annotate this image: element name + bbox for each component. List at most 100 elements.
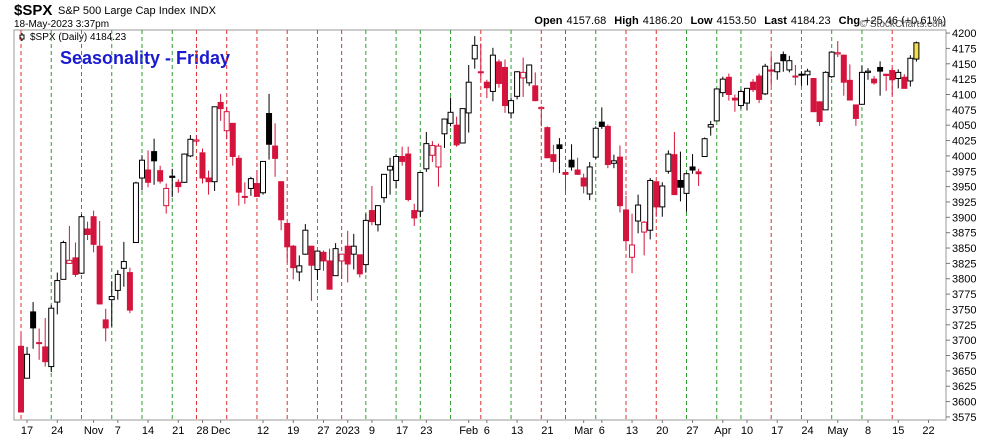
y-tick-label: 4125	[952, 74, 976, 86]
quote-label: Chg	[839, 15, 860, 27]
plot-frame	[13, 29, 947, 421]
y-tick-label: 3875	[952, 228, 976, 240]
candle-body	[139, 159, 145, 179]
candle-body	[30, 311, 37, 329]
candle-body	[381, 173, 387, 199]
candle-body	[604, 125, 611, 166]
candle-body	[532, 85, 539, 102]
candle-body	[580, 177, 587, 187]
x-tick-label: 24	[801, 425, 813, 437]
candle-body	[701, 138, 708, 158]
candle-body	[610, 160, 617, 164]
axes: 3575 3600 3625 3650 3675 3700 3725 3750 3775 3800…	[21, 28, 977, 437]
candle-body	[483, 81, 490, 89]
candle-body	[647, 179, 654, 231]
candle-body	[362, 219, 369, 266]
x-tick-label: 27	[686, 425, 698, 437]
candle-body	[804, 70, 811, 76]
candle-body	[42, 346, 49, 363]
x-tick-label: 6	[484, 425, 490, 437]
x-tick-label: 7	[115, 425, 121, 437]
candle-body	[157, 170, 164, 182]
candle-body	[447, 111, 454, 124]
candle-body	[435, 145, 442, 168]
quote-value: 4186.20	[643, 15, 683, 27]
x-tick-label: 20	[656, 425, 668, 437]
quote-label: Open	[534, 15, 562, 27]
candle-body	[393, 156, 400, 181]
candle-body	[411, 210, 418, 219]
x-tick-label: 21	[172, 425, 184, 437]
candle-body	[816, 101, 823, 123]
candle-body	[756, 75, 763, 100]
candle-body	[60, 242, 67, 280]
candle-body	[683, 173, 690, 194]
candle-body	[229, 122, 236, 158]
candle-body	[834, 52, 841, 55]
candle-body	[852, 104, 859, 119]
candle-body	[671, 154, 678, 196]
y-tick-label: 4175	[952, 43, 976, 55]
y-tick-label: 3675	[952, 351, 976, 363]
candle-body	[786, 60, 793, 71]
candle-body	[253, 183, 260, 197]
quote-value: 4184.23	[791, 15, 831, 27]
x-tick-label: 2023	[335, 425, 359, 437]
legend-label: $SPX (Daily) 4184.23	[30, 32, 127, 43]
candle-body	[865, 70, 871, 73]
x-tick-label: 17	[21, 425, 33, 437]
y-tick-label: 4100	[952, 89, 976, 101]
x-tick-label: 12	[257, 425, 269, 437]
x-tick-label: 28	[196, 425, 208, 437]
candle-body	[707, 124, 714, 128]
candle-body	[181, 153, 188, 183]
legend-icon-body	[19, 34, 25, 40]
x-tick-label: Apr	[714, 425, 731, 437]
candle-body	[247, 178, 254, 189]
candle-body	[502, 66, 508, 107]
candle-body	[562, 171, 569, 175]
candle-body	[719, 78, 726, 94]
candle-body	[762, 65, 769, 95]
x-tick-label: 22	[922, 425, 934, 437]
candle-body	[629, 244, 636, 258]
quote-value: 4153.50	[717, 15, 757, 27]
candle-body	[296, 265, 303, 273]
candle-body	[320, 251, 327, 262]
candle-body	[550, 154, 557, 162]
candle-body	[368, 210, 375, 223]
description-text: S&P 500 Large Cap Index	[58, 5, 186, 17]
candle-body	[725, 76, 732, 95]
x-tick-label: 15	[892, 425, 904, 437]
quote: Open 4157.68 High 4186.20 Low 4153.50 Last 4184…	[534, 15, 946, 27]
x-tick-label: 17	[771, 425, 783, 437]
candle-body	[495, 61, 502, 84]
candle-body	[350, 245, 357, 255]
candle-body	[677, 179, 684, 188]
x-tick-label: 10	[741, 425, 753, 437]
candle-body	[405, 153, 412, 201]
candle-body	[66, 259, 73, 264]
candle-body	[889, 70, 896, 81]
y-tick-label: 4000	[952, 151, 976, 163]
y-tick-label: 3800	[952, 274, 976, 286]
candle-body	[429, 144, 436, 156]
candle-body	[689, 166, 696, 171]
quote-value: 4157.68	[567, 15, 607, 27]
x-tick-label: 6	[599, 425, 605, 437]
candle-body	[423, 143, 430, 170]
candle-body	[895, 71, 902, 80]
candle-body	[235, 157, 242, 193]
candle-body	[126, 272, 133, 311]
candle-body	[272, 145, 279, 159]
quote-value: +25.46 (+0.61%)	[864, 15, 946, 27]
x-tick-label: Mar	[574, 425, 593, 437]
candle-body	[913, 42, 920, 60]
candle-body	[744, 87, 750, 104]
y-tick-label: 3600	[952, 397, 976, 409]
y-tick-label: 4150	[952, 59, 976, 71]
candle-body	[241, 195, 248, 198]
candle-body	[792, 75, 799, 78]
candle-body	[538, 106, 545, 110]
